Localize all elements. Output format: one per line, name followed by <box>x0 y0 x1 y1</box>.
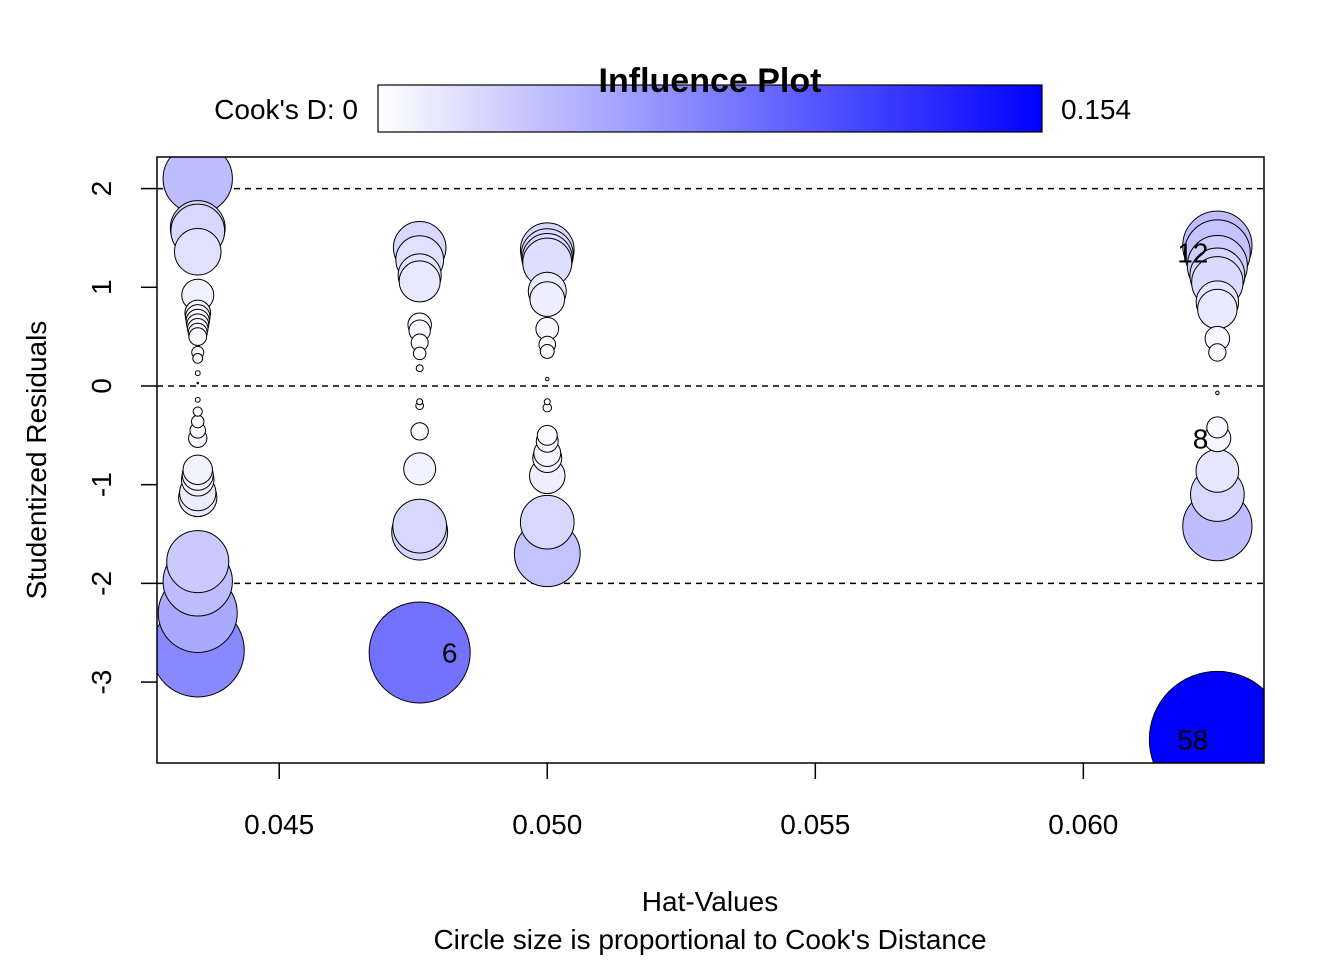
data-point <box>368 601 471 704</box>
point-label: 8 <box>1193 423 1209 454</box>
data-point <box>1148 670 1264 763</box>
data-point <box>519 494 575 550</box>
y-axis: -3 -2 -1 0 1 2 <box>86 181 157 695</box>
data-point <box>416 398 424 406</box>
data-point <box>182 454 213 486</box>
data-point <box>403 452 437 486</box>
y-tick-label: 2 <box>86 181 117 197</box>
y-axis-label: Studentized Residuals <box>21 321 52 600</box>
data-point <box>412 346 427 361</box>
data-point <box>194 396 201 403</box>
data-point <box>190 414 205 429</box>
point-labels: 6 12 8 58 <box>442 238 1208 756</box>
data-point <box>196 381 200 385</box>
chart-subtitle: Circle size is proportional to Cook's Di… <box>433 924 986 955</box>
data-point <box>194 370 201 377</box>
point-label: 58 <box>1177 724 1208 755</box>
data-point <box>543 398 551 406</box>
data-point <box>536 424 558 446</box>
data-point <box>539 344 555 359</box>
data-point <box>392 498 448 554</box>
data-point <box>1195 448 1240 493</box>
y-tick-label: -3 <box>86 670 117 695</box>
data-point <box>529 281 566 317</box>
data-point <box>1197 288 1238 330</box>
data-point <box>173 228 222 276</box>
data-point <box>188 327 208 346</box>
reference-lines <box>157 187 1264 585</box>
y-tick-label: 1 <box>86 279 117 295</box>
data-point <box>545 376 550 382</box>
y-tick-label: 0 <box>86 378 117 394</box>
data-point <box>398 260 441 303</box>
legend-max-label: 0.154 <box>1061 94 1131 125</box>
x-tick-label: 0.050 <box>512 809 582 840</box>
data-point <box>410 422 429 441</box>
data-point <box>192 406 203 417</box>
legend-gradient-bar <box>377 84 1043 133</box>
y-tick-label: -1 <box>86 472 117 497</box>
data-point <box>192 352 204 364</box>
cooks-d-legend: Cook's D: 0 0.154 <box>214 84 1131 133</box>
data-point <box>166 530 230 594</box>
x-tick-label: 0.045 <box>244 809 314 840</box>
data-points <box>157 157 1264 763</box>
point-label: 12 <box>1177 238 1208 269</box>
plot-frame <box>156 156 1265 764</box>
data-point <box>1208 343 1227 362</box>
point-label: 6 <box>442 637 458 668</box>
x-axis: 0.045 0.050 0.055 0.060 <box>244 763 1118 840</box>
y-tick-label: -2 <box>86 571 117 596</box>
data-point <box>1215 390 1220 396</box>
data-point <box>1206 416 1229 439</box>
chart-title: Influence Plot <box>599 62 822 100</box>
x-tick-label: 0.060 <box>1048 809 1118 840</box>
x-tick-label: 0.055 <box>780 809 850 840</box>
data-point <box>415 364 424 373</box>
x-axis-label: Hat-Values <box>642 886 778 917</box>
legend-min-label: Cook's D: 0 <box>214 94 358 125</box>
